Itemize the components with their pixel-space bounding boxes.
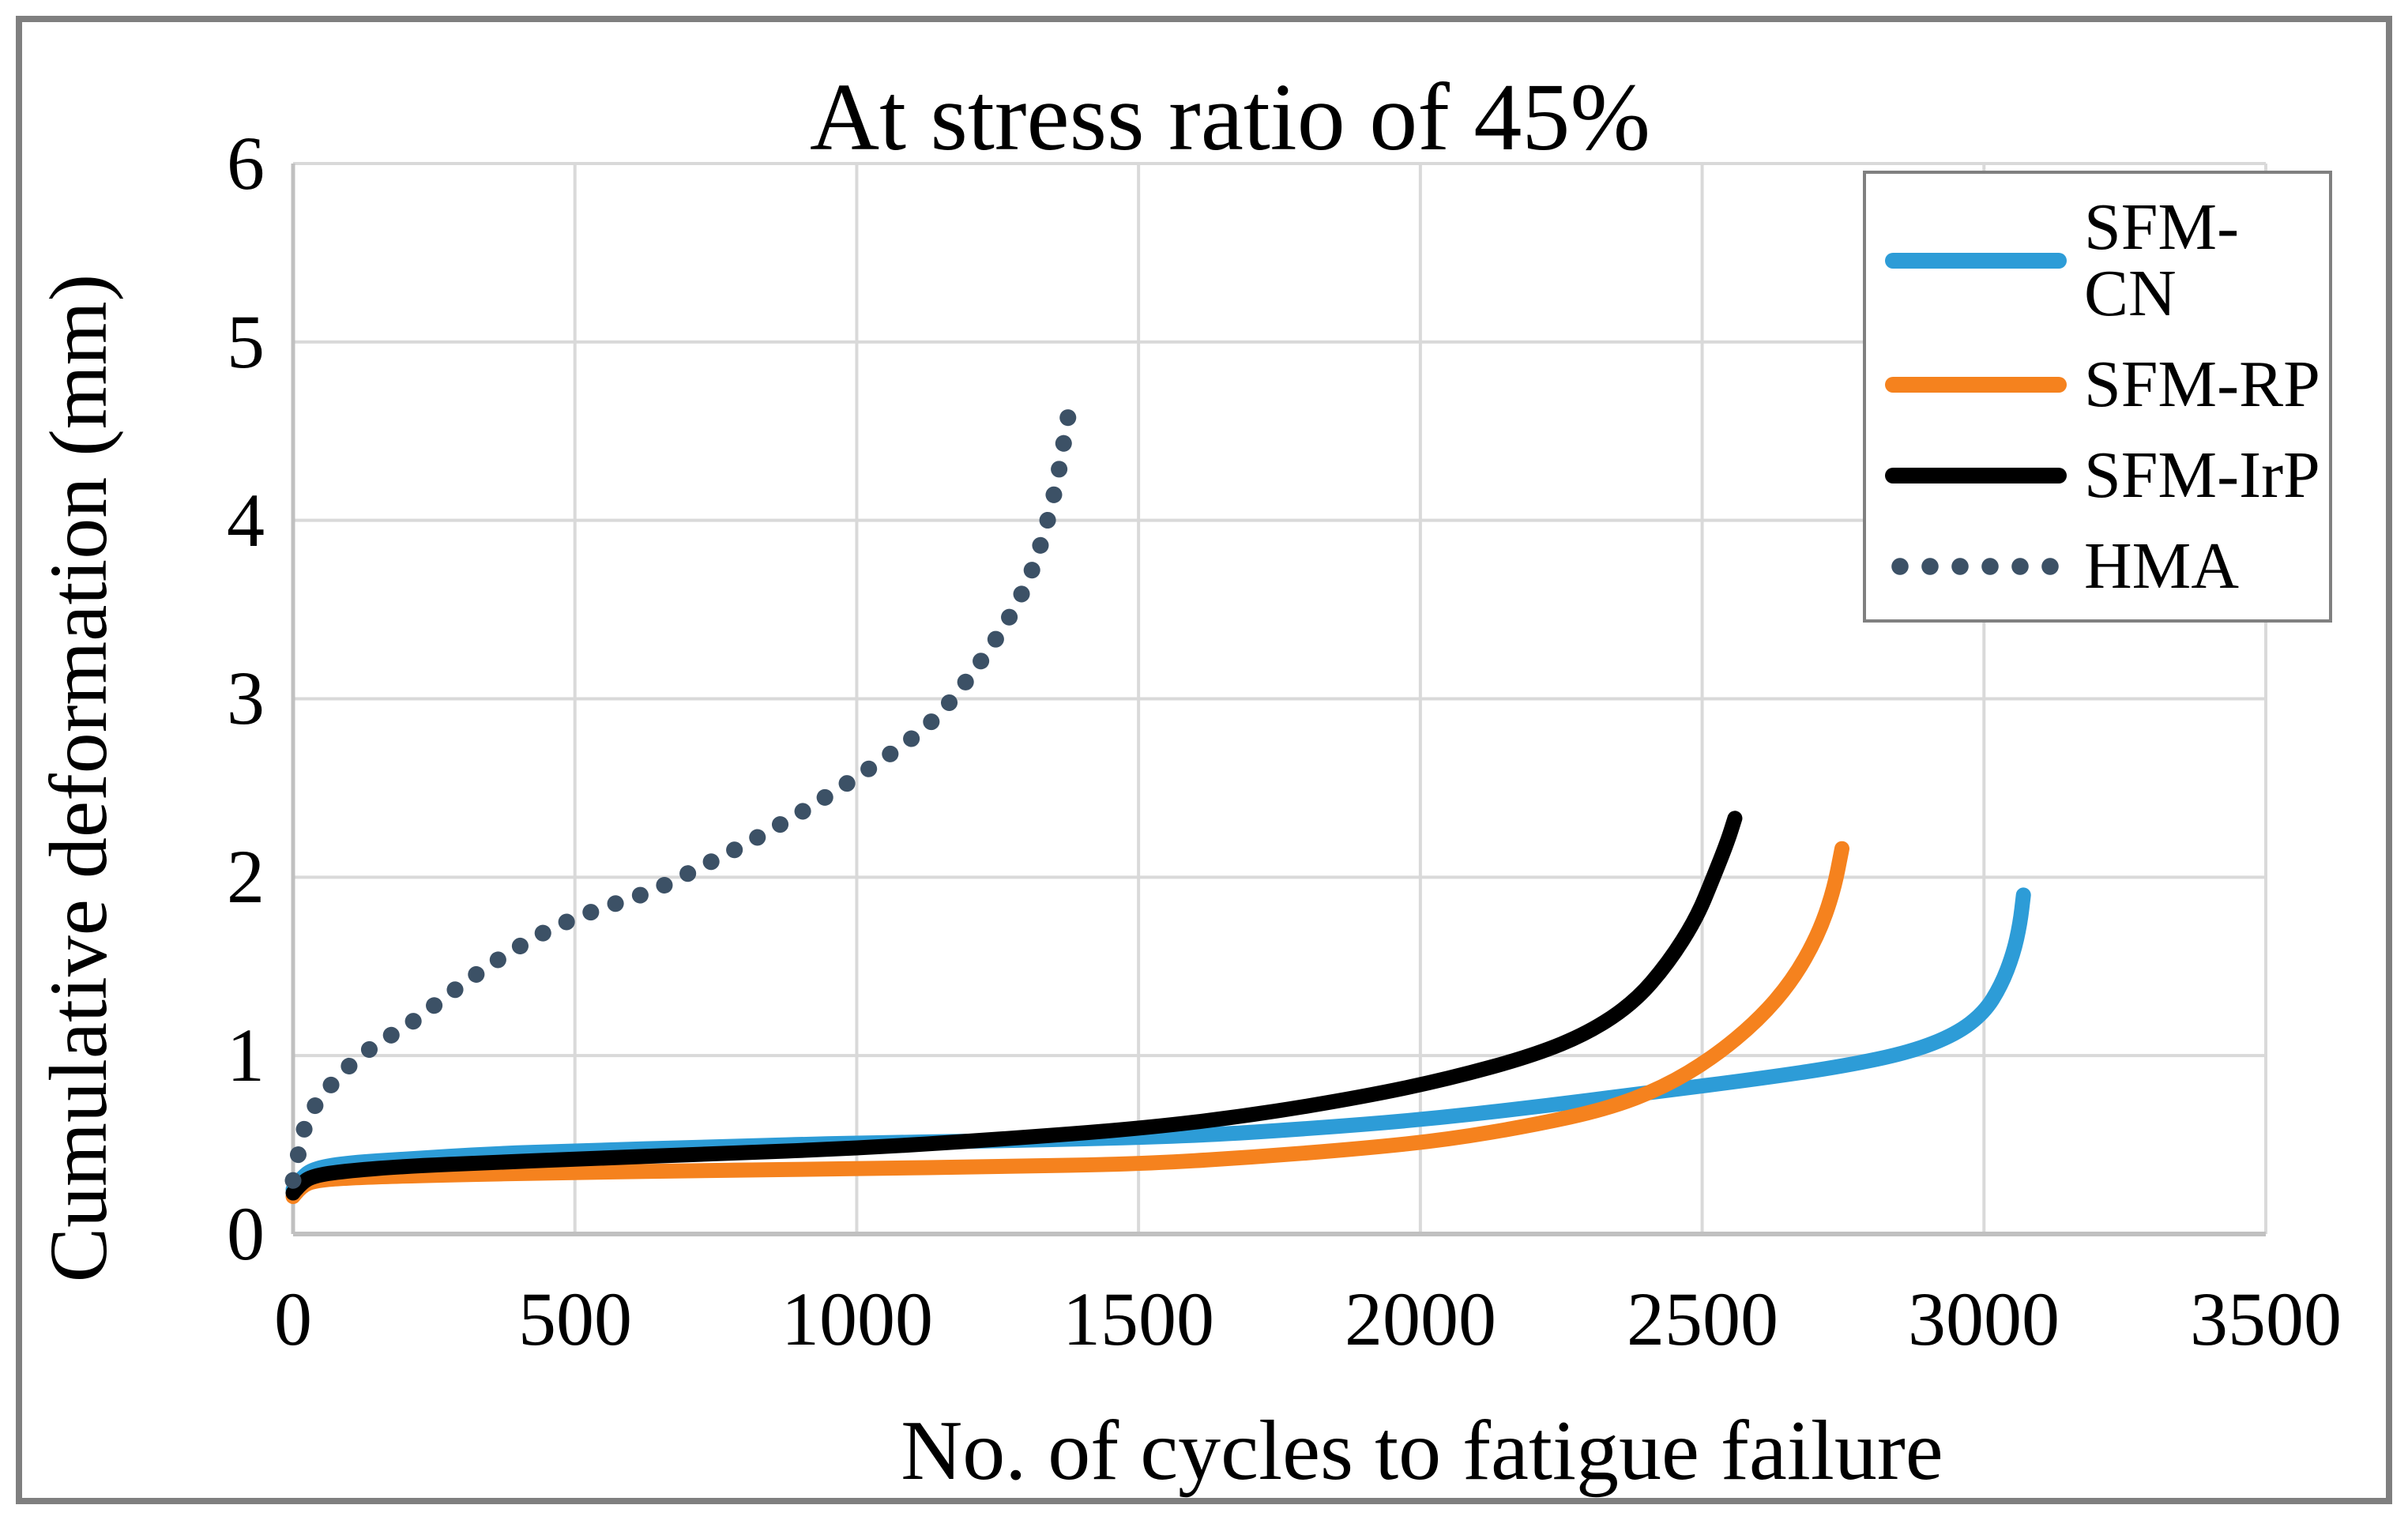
figure-border [16, 16, 2392, 1504]
legend-line-sample-sfm-irp-icon [1885, 467, 2067, 483]
legend-label-sfm-rp: SFM-RP [2084, 347, 2320, 421]
series-line-sfm-cn [285, 887, 2031, 1198]
x-tick-label-2500: 2500 [1627, 1277, 1778, 1361]
x-tick-label-3000: 3000 [1908, 1277, 2060, 1361]
legend: SFM-CN SFM-RP SFM-IrP HMA [1863, 171, 2332, 623]
y-tick-label-6: 6 [227, 121, 265, 205]
legend-line-sample-sfm-cn-icon [1885, 252, 2067, 269]
legend-item-hma: HMA [1866, 529, 2329, 603]
series-line-sfm-irp [285, 811, 1743, 1201]
legend-label-sfm-irp: SFM-IrP [2084, 438, 2320, 512]
x-tick-label-3500: 3500 [2190, 1277, 2342, 1361]
y-tick-label-2: 2 [227, 834, 265, 919]
y-tick-label-5: 5 [227, 299, 265, 384]
y-tick-label-0: 0 [227, 1191, 265, 1276]
x-axis-title: No. of cycles to fatigue failure [901, 1404, 1943, 1498]
y-tick-label-4: 4 [227, 478, 265, 562]
legend-item-sfm-cn: SFM-CN [1866, 194, 2329, 327]
x-tick-label-0: 0 [274, 1277, 312, 1361]
y-axis-title: Cumulative deformation (mm) [33, 273, 124, 1283]
y-tick-label-3: 3 [227, 656, 265, 740]
legend-item-sfm-irp: SFM-IrP [1866, 442, 2329, 509]
series-line-sfm-rp [285, 841, 1849, 1205]
x-tick-label-1500: 1500 [1063, 1277, 1214, 1361]
legend-dotted-line-sample-hma-icon [1885, 557, 2067, 575]
chart-title: At stress ratio of 45% [810, 64, 1650, 171]
x-tick-label-500: 500 [518, 1277, 632, 1361]
legend-line-sample-sfm-rp-icon [1885, 376, 2067, 393]
legend-item-sfm-rp: SFM-RP [1866, 347, 2329, 421]
x-tick-label-2000: 2000 [1345, 1277, 1496, 1361]
legend-label-hma: HMA [2084, 529, 2240, 603]
legend-label-sfm-cn: SFM-CN [2084, 190, 2240, 330]
x-tick-label-1000: 1000 [781, 1277, 933, 1361]
y-tick-label-1: 1 [227, 1013, 265, 1097]
series-line-hma [284, 390, 1080, 1189]
